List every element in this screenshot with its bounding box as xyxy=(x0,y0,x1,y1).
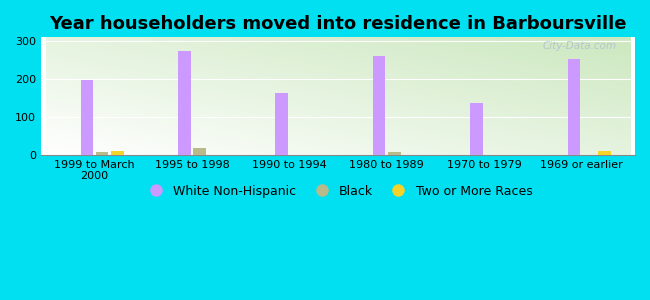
Bar xyxy=(372,56,385,155)
Bar xyxy=(111,151,124,155)
Bar xyxy=(276,93,288,155)
Bar xyxy=(388,152,400,155)
Bar xyxy=(567,59,580,155)
Bar xyxy=(598,151,610,155)
Bar xyxy=(470,103,483,155)
Bar xyxy=(178,51,190,155)
Bar xyxy=(96,152,109,155)
Text: City-Data.com: City-Data.com xyxy=(543,41,618,51)
Legend: White Non-Hispanic, Black, Two or More Races: White Non-Hispanic, Black, Two or More R… xyxy=(138,180,538,203)
Bar xyxy=(81,80,94,155)
Bar xyxy=(193,148,206,155)
Title: Year householders moved into residence in Barboursville: Year householders moved into residence i… xyxy=(49,15,627,33)
